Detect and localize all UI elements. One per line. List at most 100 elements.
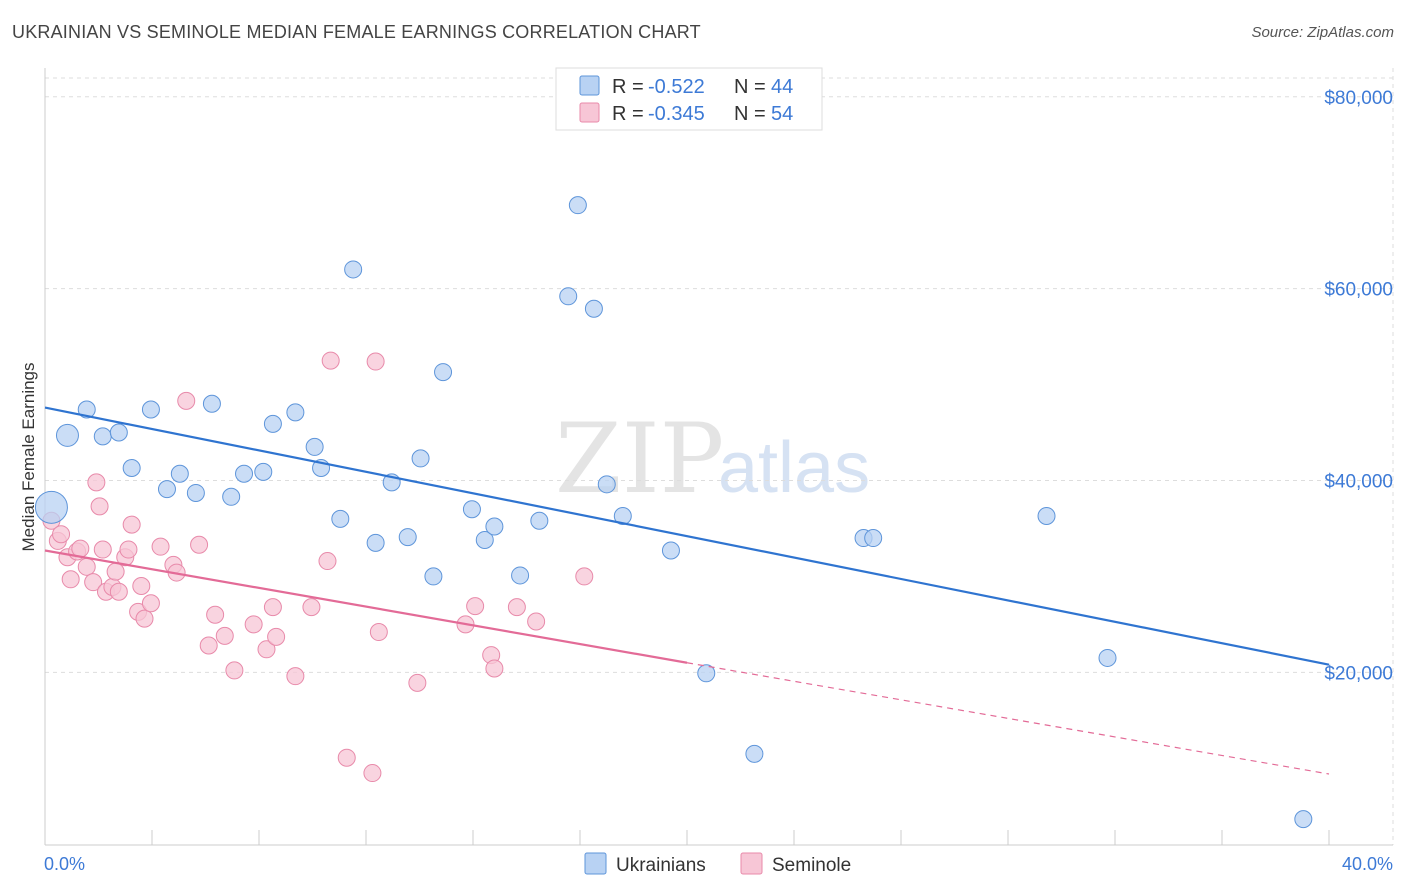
legend-swatch-ukrainians (579, 75, 600, 96)
ukrainian-point-13 (254, 462, 273, 481)
seminole-point-40 (337, 748, 356, 767)
seminole-point-39 (321, 351, 340, 370)
ukrainian-point-42 (1098, 648, 1117, 667)
ukrainian-point-23 (411, 449, 430, 468)
ukrainian-point-2 (77, 400, 96, 419)
watermark-zip: ZIP (555, 403, 724, 515)
seminole-point-37 (302, 598, 321, 617)
ukrainian-point-16 (305, 437, 324, 456)
seminole-points (42, 351, 594, 783)
bottom-legend-swatch-ukrainians (584, 852, 607, 875)
seminole-point-46 (466, 597, 485, 616)
trendline-seminole (44, 549, 688, 664)
seminole-point-50 (527, 612, 546, 631)
seminole-point-21 (135, 609, 154, 628)
gridlines (45, 68, 1394, 845)
seminole-point-15 (109, 582, 128, 601)
ukrainian-point-37 (697, 664, 716, 683)
legend-n-label-ukrainians: N = (734, 76, 766, 98)
seminole-point-9 (87, 473, 106, 492)
x-tick-label-min: 0.0% (44, 854, 85, 874)
x-tick-label-max: 40.0% (1342, 854, 1393, 874)
seminole-point-51 (575, 567, 594, 586)
ukrainian-point-31 (559, 287, 578, 306)
legend-swatch-seminole (579, 102, 600, 123)
y-axis-label: Median Female Earnings (19, 363, 38, 552)
seminole-point-38 (318, 552, 337, 571)
seminole-point-31 (225, 661, 244, 680)
ukrainian-point-6 (141, 400, 160, 419)
legend: R = -0.522 N = 44 R = -0.345 N = 54 (555, 67, 823, 131)
seminole-point-42 (366, 352, 385, 371)
axes (44, 68, 1393, 846)
y-tick-labels: $20,000 $40,000 $60,000 $80,000 (1324, 88, 1393, 685)
seminole-point-7 (77, 557, 96, 576)
ukrainian-point-30 (530, 511, 549, 530)
seminole-point-30 (215, 626, 234, 645)
bottom-legend-swatch-seminole (740, 852, 763, 875)
ukrainian-points (34, 196, 1313, 829)
ukrainian-point-14 (263, 414, 282, 433)
ukrainian-point-11 (222, 487, 241, 506)
seminole-point-14 (106, 562, 125, 581)
ukrainian-point-7 (157, 480, 176, 499)
legend-box (555, 67, 823, 131)
seminole-point-29 (206, 605, 225, 624)
ukrainian-point-22 (398, 528, 417, 547)
y-tick-label-80000: $80,000 (1324, 88, 1393, 109)
seminole-point-34 (263, 598, 282, 617)
ukrainian-point-24 (424, 567, 443, 586)
ukrainian-point-40 (864, 529, 883, 548)
ukrainian-point-8 (170, 464, 189, 483)
ukrainian-point-35 (613, 506, 632, 525)
y-tick-label-60000: $60,000 (1324, 280, 1393, 301)
ukrainian-point-12 (235, 464, 254, 483)
ukrainian-point-20 (366, 533, 385, 552)
ukrainian-point-18 (331, 509, 350, 528)
ukrainian-point-28 (485, 517, 504, 536)
ukrainian-point-34 (597, 475, 616, 494)
legend-n-value-ukrainians: 44 (771, 76, 793, 98)
seminole-point-48 (485, 659, 504, 678)
seminole-point-27 (190, 535, 209, 554)
bottom-legend: Ukrainians Seminole (584, 852, 851, 876)
seminole-point-32 (244, 615, 263, 634)
chart-title: UKRAINIAN VS SEMINOLE MEDIAN FEMALE EARN… (12, 22, 701, 42)
ukrainian-point-38 (745, 744, 764, 763)
ukrainian-point-10 (202, 394, 221, 413)
seminole-point-10 (90, 497, 109, 516)
seminole-point-49 (507, 598, 526, 617)
ukrainian-point-9 (186, 483, 205, 502)
seminole-point-18 (122, 515, 141, 534)
seminole-point-8 (84, 573, 103, 592)
ukrainian-point-26 (462, 500, 481, 519)
x-tick-labels: 0.0% 40.0% (44, 854, 1393, 874)
seminole-point-36 (286, 667, 305, 686)
ukrainian-point-43 (1294, 810, 1313, 829)
ukrainian-point-25 (434, 363, 453, 382)
trendline-seminole-extension (686, 662, 1330, 775)
seminole-point-17 (119, 540, 138, 559)
ukrainian-point-41 (1037, 506, 1056, 525)
ukrainian-point-1 (55, 423, 79, 447)
seminole-point-2 (52, 525, 71, 544)
legend-n-value-seminole: 54 (771, 103, 793, 125)
trendline-ukrainians (44, 406, 1330, 666)
y-tick-label-20000: $20,000 (1324, 663, 1393, 684)
ukrainian-point-0 (34, 490, 68, 524)
ukrainian-point-4 (109, 423, 128, 442)
legend-r-value-seminole: -0.345 (648, 103, 705, 125)
seminole-point-26 (177, 391, 196, 410)
seminole-point-20 (132, 577, 151, 595)
seminole-point-44 (408, 673, 427, 692)
ukrainian-point-33 (584, 299, 603, 318)
seminole-point-23 (151, 537, 170, 556)
seminole-point-33 (257, 640, 276, 659)
seminole-point-43 (369, 623, 388, 642)
ukrainian-point-29 (511, 566, 530, 585)
y-tick-label-40000: $40,000 (1324, 471, 1393, 492)
ukrainian-point-32 (568, 196, 587, 215)
seminole-point-4 (61, 570, 80, 589)
legend-r-label-seminole: R = (612, 103, 644, 125)
